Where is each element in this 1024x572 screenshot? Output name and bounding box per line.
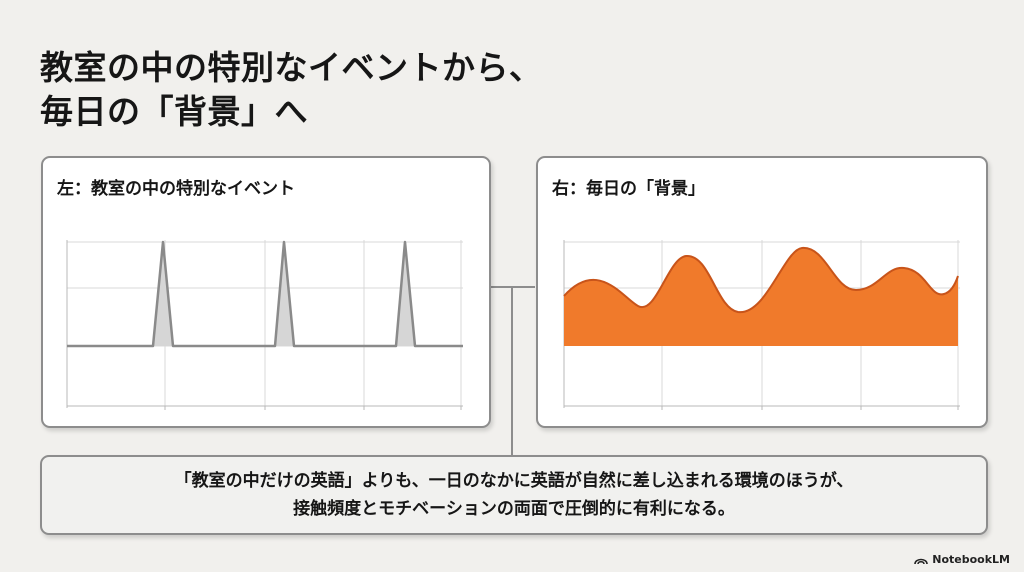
page-title: 教室の中の特別なイベントから、 毎日の「背景」へ <box>40 46 543 134</box>
right-panel-title: 右：毎日の「背景」 <box>552 179 705 199</box>
wave-chart <box>563 240 960 410</box>
left-panel-title: 左：教室の中の特別なイベント <box>57 179 295 199</box>
wave-line <box>563 246 959 314</box>
summary-note-line-2: 接触頻度とモチベーションの両面で圧倒的に有利になる。 <box>293 499 735 519</box>
notebooklm-logo-icon <box>914 558 929 564</box>
left-panel: 左：教室の中の特別なイベント <box>41 156 491 428</box>
summary-note: 「教室の中だけの英語」よりも、一日のなかに英語が自然に差し込まれる環境のほうが、… <box>40 455 988 535</box>
spike-line <box>67 240 463 348</box>
spike-fill-1 <box>153 242 173 346</box>
spike-fill-2 <box>275 242 294 346</box>
wave-area <box>564 247 958 346</box>
spike-chart <box>66 240 463 410</box>
right-panel: 右：毎日の「背景」 <box>536 156 988 428</box>
wave-chart-grid <box>563 240 960 410</box>
page-title-line-2: 毎日の「背景」へ <box>40 92 308 131</box>
brand-badge: NotebookLM <box>914 553 1010 566</box>
summary-note-line-1: 「教室の中だけの英語」よりも、一日のなかに英語が自然に差し込まれる環境のほうが、 <box>174 471 854 491</box>
spike-fill-3 <box>396 242 415 346</box>
page-title-line-1: 教室の中の特別なイベントから、 <box>40 48 543 87</box>
brand-label: NotebookLM <box>932 553 1010 566</box>
